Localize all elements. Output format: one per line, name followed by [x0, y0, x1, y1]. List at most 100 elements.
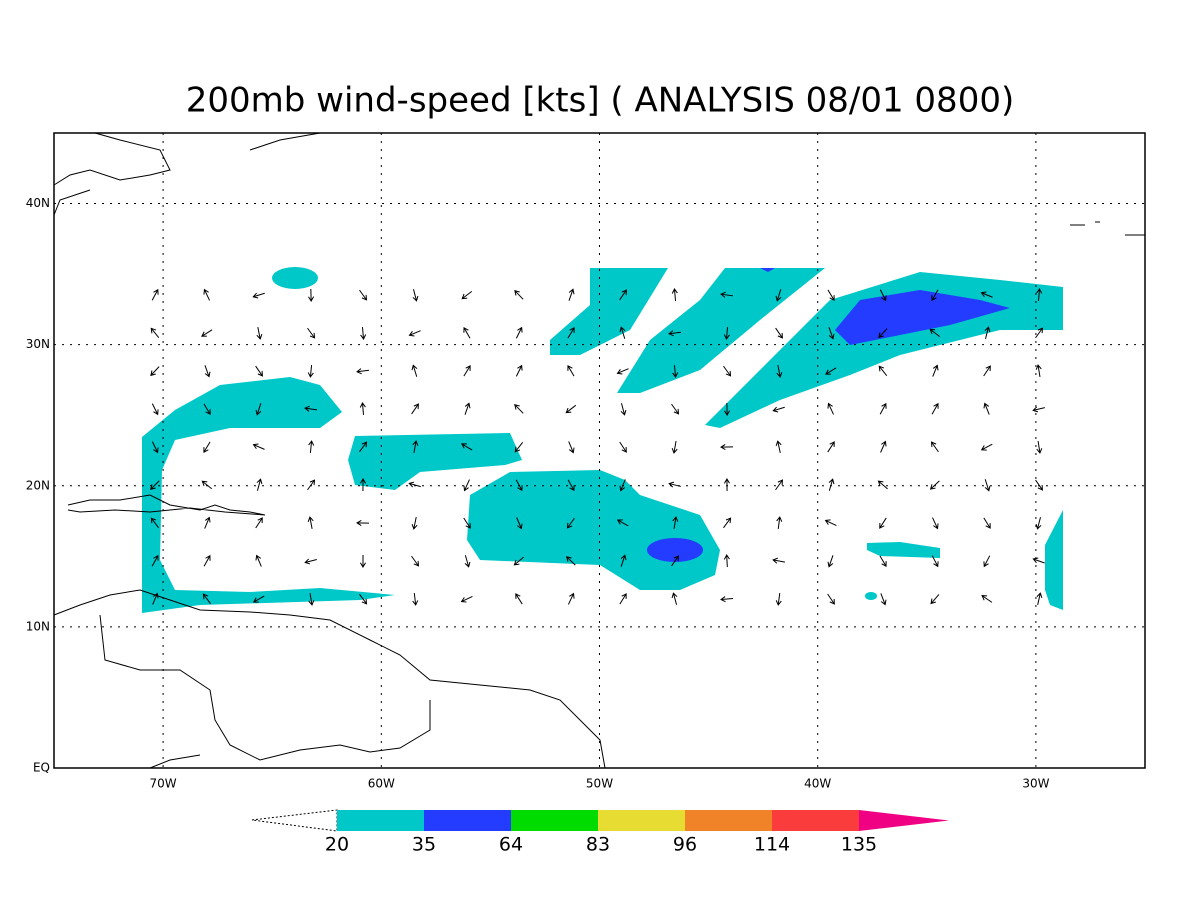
wind-arrow	[879, 555, 887, 568]
wind-arrow	[152, 592, 159, 605]
wind-arrow	[929, 480, 940, 490]
wind-arrow	[775, 592, 782, 606]
wind-arrow	[515, 326, 523, 339]
wind-arrow	[619, 289, 627, 301]
wind-arrow	[150, 517, 160, 529]
wind-arrow	[151, 441, 159, 454]
wind-arrow	[1036, 440, 1043, 454]
wind-arrow	[307, 516, 314, 529]
wind-arrow	[616, 519, 629, 527]
wind-arrow	[515, 479, 523, 492]
wind-arrow	[513, 556, 524, 566]
wind-arrow	[879, 289, 887, 302]
wind-arrow	[204, 365, 211, 378]
wind-arrow	[981, 595, 993, 603]
colorbar-over	[859, 810, 949, 831]
wind-arrow	[255, 365, 263, 377]
wind-arrow	[931, 555, 939, 568]
wind-arrow	[304, 558, 317, 565]
wind-arrow	[252, 595, 265, 603]
wind-arrow	[932, 517, 939, 530]
wind-arrow	[565, 556, 576, 566]
wind-arrow	[515, 364, 523, 377]
wind-arrow	[408, 330, 421, 337]
wind-arrow	[256, 478, 263, 491]
wind-arrow	[984, 479, 991, 492]
wind-arrow	[980, 443, 993, 451]
wind-arrow	[255, 554, 262, 567]
wind-arrow	[827, 289, 835, 301]
wind-arrow	[304, 405, 318, 412]
x-tick-label: 30W	[1022, 777, 1049, 791]
wind-arrow	[514, 441, 524, 453]
wind-arrow	[983, 517, 991, 529]
wind-arrow	[412, 592, 419, 606]
wind-arrow	[877, 480, 888, 490]
wind-arrow	[151, 288, 159, 301]
wind-arrow	[256, 327, 263, 340]
wind-arrow	[307, 479, 316, 491]
wind-arrow	[567, 592, 575, 605]
wind-arrow	[567, 327, 575, 339]
wind-arrow	[308, 440, 315, 454]
wind-arrow	[566, 517, 575, 529]
wind-arrow	[723, 478, 730, 492]
wind-arrow	[930, 441, 939, 453]
wind-arrow	[515, 593, 523, 605]
wind-arrow	[772, 557, 785, 564]
colorbar-label: 96	[673, 834, 697, 856]
wind-arrow	[1036, 288, 1043, 302]
wind-arrow	[827, 555, 834, 568]
wind-arrow	[671, 441, 678, 454]
wind-arrow	[828, 327, 835, 340]
wind-arrow	[203, 403, 211, 415]
wind-arrow	[1035, 364, 1042, 378]
colorbar-label: 114	[754, 834, 790, 856]
wind-arrow	[201, 480, 213, 490]
wind-arrow	[668, 330, 682, 337]
wind-arrow	[980, 291, 993, 298]
wind-arrow	[671, 403, 680, 415]
wind-arrow	[359, 554, 366, 568]
colorbar-box	[424, 810, 511, 831]
y-tick-label: EQ	[33, 761, 50, 775]
y-tick-label: 20N	[26, 478, 50, 492]
wind-arrow	[408, 481, 421, 488]
wind-arrow	[879, 517, 887, 529]
wind-arrow	[1036, 592, 1043, 605]
wind-arrow	[464, 402, 471, 415]
wind-arrow	[827, 593, 835, 605]
wind-arrow	[775, 440, 782, 453]
wind-arrow	[723, 365, 732, 377]
wind-arrow	[1035, 517, 1042, 530]
wind-arrow	[567, 364, 575, 377]
wind-arrow	[252, 292, 265, 299]
colorbar-box	[685, 810, 772, 831]
wind-arrow	[411, 517, 418, 530]
colorbar-label: 135	[841, 834, 877, 856]
wind-arrow	[463, 479, 470, 492]
wind-arrow	[255, 517, 263, 529]
wind-arrow	[929, 328, 941, 338]
wind-arrow	[775, 479, 784, 491]
wind-arrow	[619, 479, 626, 492]
wind-arrow	[460, 596, 473, 603]
colorbar-label: 83	[586, 834, 610, 856]
wind-arrow	[201, 329, 213, 337]
colorbar-label: 64	[499, 834, 523, 856]
wind-arrow	[307, 327, 316, 339]
wind-arrow	[203, 554, 211, 567]
wind-arrow	[308, 288, 315, 302]
colorbar-box	[511, 810, 598, 831]
wind-arrow	[1035, 327, 1044, 339]
wind-arrow	[983, 555, 991, 568]
wind-arrow	[620, 554, 627, 567]
wind-arrow	[723, 326, 730, 340]
wind-arrow	[463, 517, 471, 529]
wind-arrow	[827, 441, 835, 453]
wind-arrow	[880, 593, 887, 606]
x-tick-label: 40W	[804, 777, 831, 791]
wind-arrow	[150, 327, 160, 338]
